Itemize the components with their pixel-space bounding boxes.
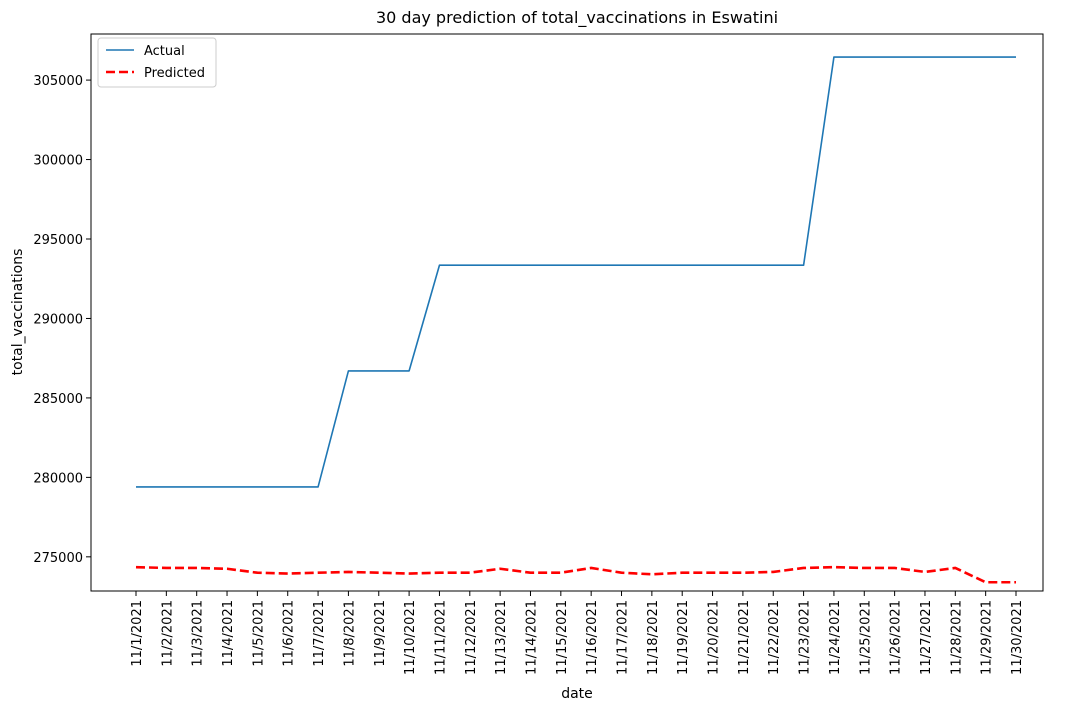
y-tick-label: 285000 xyxy=(33,392,83,407)
y-axis: 275000 280000 285000 290000 295000 300000 3050… xyxy=(33,74,91,566)
x-tick-label: 11/29/2021 xyxy=(980,600,995,675)
y-tick-label: 295000 xyxy=(33,233,83,248)
legend-label-actual: Actual xyxy=(144,44,185,59)
series-line-predicted xyxy=(135,565,1016,584)
y-tick-label: 300000 xyxy=(33,154,83,169)
x-tick-label: 11/23/2021 xyxy=(798,600,813,675)
x-tick-label: 11/15/2021 xyxy=(555,600,570,675)
x-tick-label: 11/20/2021 xyxy=(707,600,722,675)
x-tick-label: 11/16/2021 xyxy=(585,600,600,675)
legend-label-predicted: Predicted xyxy=(144,66,205,81)
x-tick-label: 11/3/2021 xyxy=(191,600,206,667)
chart-title: 30 day prediction of total_vaccinations … xyxy=(376,8,778,28)
x-tick-label: 11/22/2021 xyxy=(767,600,782,675)
axes-frame xyxy=(90,33,1044,592)
legend: Actual Predicted xyxy=(97,37,217,88)
x-tick-label: 11/30/2021 xyxy=(1010,600,1025,675)
x-tick-label: 11/2/2021 xyxy=(160,600,175,667)
y-tick-label: 305000 xyxy=(33,74,83,89)
x-tick-label: 11/13/2021 xyxy=(494,600,509,675)
x-axis-label: date xyxy=(561,686,593,702)
x-tick-label: 11/27/2021 xyxy=(919,600,934,675)
plot-area xyxy=(135,56,1016,584)
x-tick-label: 11/11/2021 xyxy=(433,600,448,675)
x-tick-label: 11/1/2021 xyxy=(130,600,145,667)
x-tick-label: 11/5/2021 xyxy=(251,600,266,667)
x-tick-label: 11/28/2021 xyxy=(949,600,964,675)
x-tick-label: 11/19/2021 xyxy=(676,600,691,675)
x-tick-label: 11/17/2021 xyxy=(616,600,631,675)
y-tick-label: 280000 xyxy=(33,471,83,486)
x-tick-label: 11/24/2021 xyxy=(828,600,843,675)
x-tick-label: 11/18/2021 xyxy=(646,600,661,675)
x-tick-label: 11/26/2021 xyxy=(889,600,904,675)
x-tick-label: 11/8/2021 xyxy=(342,600,357,667)
x-tick-label: 11/14/2021 xyxy=(524,600,539,675)
y-tick-label: 275000 xyxy=(33,551,83,566)
x-tick-label: 11/7/2021 xyxy=(312,600,327,667)
x-axis: 11/1/2021 11/2/2021 11/3/2021 11/4/2021 11/5… xyxy=(130,591,1025,675)
x-tick-label: 11/4/2021 xyxy=(221,600,236,667)
x-tick-label: 11/25/2021 xyxy=(858,600,873,675)
series-line-actual xyxy=(136,56,1016,488)
x-tick-label: 11/10/2021 xyxy=(403,600,418,675)
x-tick-label: 11/12/2021 xyxy=(464,600,479,675)
x-tick-label: 11/9/2021 xyxy=(373,600,388,667)
x-tick-label: 11/6/2021 xyxy=(282,600,297,667)
y-axis-label: total_vaccinations xyxy=(10,249,26,376)
x-tick-label: 11/21/2021 xyxy=(737,600,752,675)
y-tick-label: 290000 xyxy=(33,312,83,327)
